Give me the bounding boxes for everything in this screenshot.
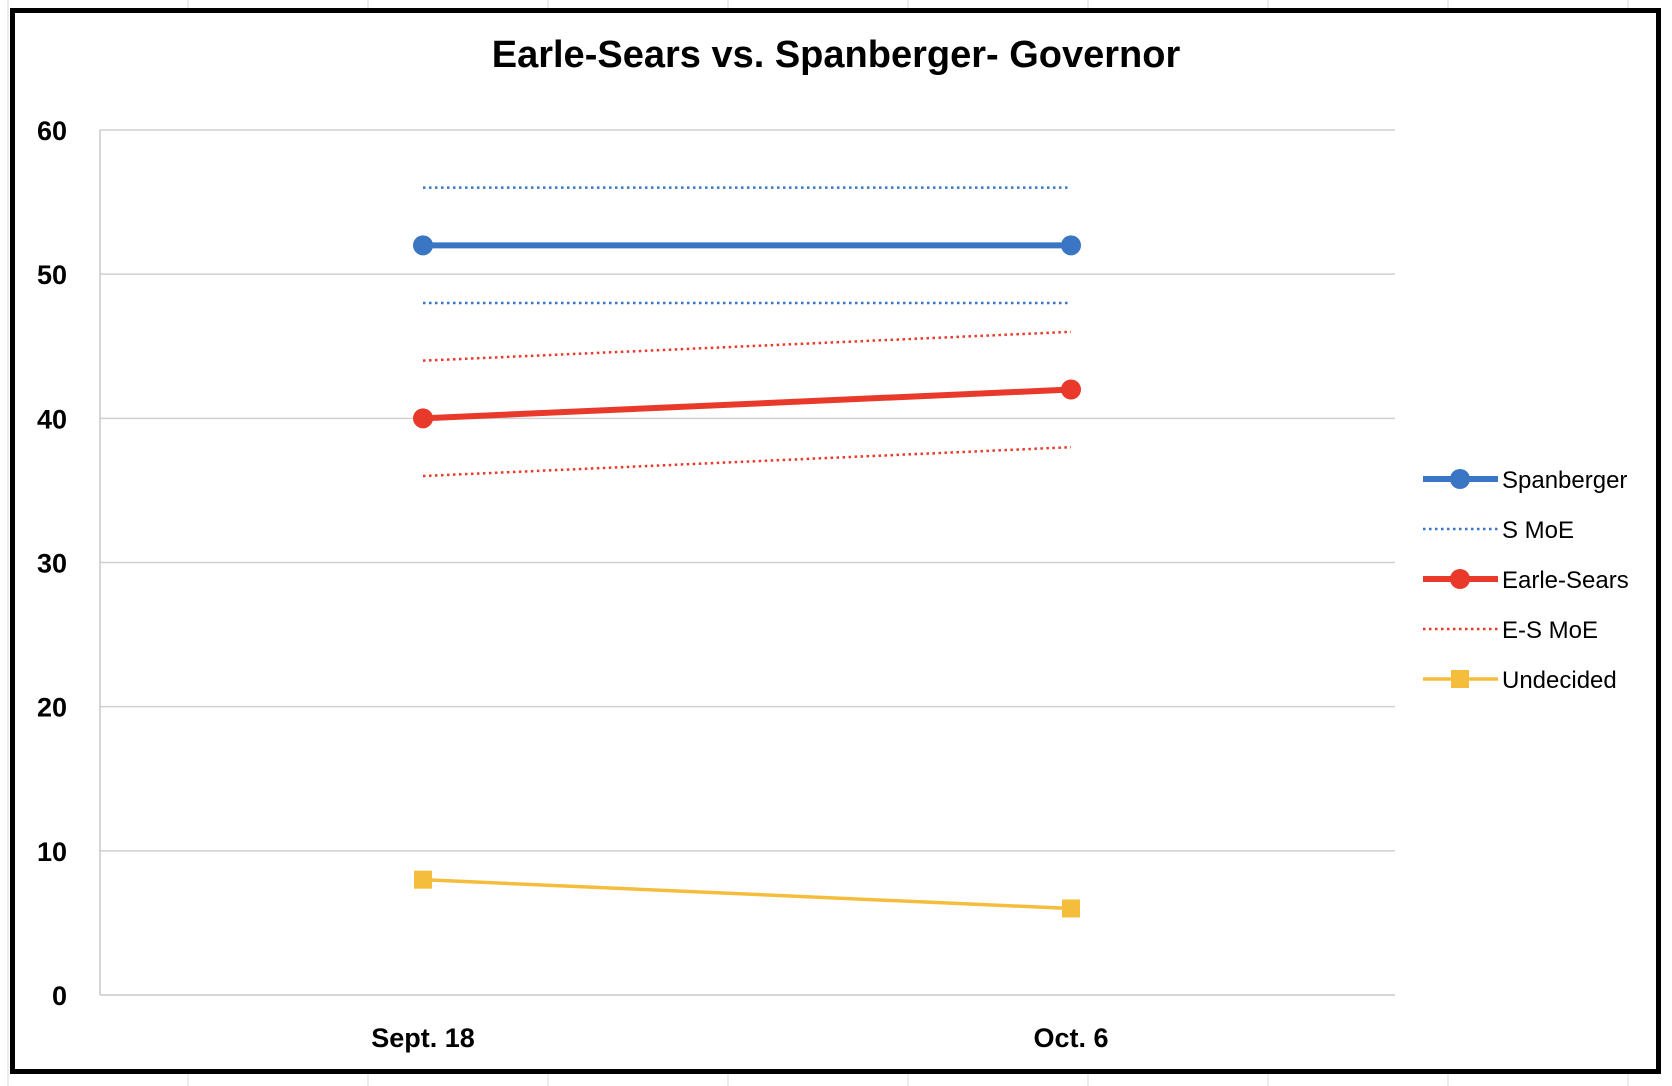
data-point-earle-sears	[413, 408, 433, 429]
legend-label: Earle-Sears	[1502, 567, 1629, 594]
y-tick-label: 40	[37, 404, 67, 434]
y-tick-label: 10	[37, 837, 67, 867]
data-point-spanberger	[1061, 235, 1081, 256]
data-point-undecided	[414, 870, 432, 889]
series-line-earle-sears	[422, 386, 1072, 422]
y-tick-label: 20	[37, 693, 67, 723]
legend-marker	[1450, 569, 1470, 589]
x-tick-label: Sept. 18	[371, 1023, 475, 1053]
chart-title: Earle-Sears vs. Spanberger- Governor	[491, 34, 1181, 76]
y-tick-label: 60	[37, 116, 67, 146]
x-tick-label: Oct. 6	[1033, 1023, 1108, 1053]
gridlines	[100, 129, 1395, 852]
data-point-earle-sears	[1061, 379, 1081, 400]
legend-item-undecided: Undecided	[1423, 667, 1617, 694]
data-point-spanberger	[413, 235, 433, 256]
axes: 0 10 20 30 40 50 60 Sept. 18 Oct. 6	[37, 116, 1395, 1053]
legend-label: Undecided	[1502, 667, 1617, 694]
legend-marker	[1451, 670, 1469, 688]
legend-label: S MoE	[1502, 517, 1574, 544]
data-point-undecided	[1062, 899, 1080, 918]
legend-label: Spanberger	[1502, 467, 1627, 494]
y-tick-label: 0	[52, 981, 67, 1011]
y-tick-label: 50	[37, 260, 67, 290]
legend-item-spanberger: Spanberger	[1423, 467, 1627, 494]
series-line-undecided	[422, 877, 1072, 911]
legend-label: E-S MoE	[1502, 617, 1598, 644]
legend-marker	[1450, 469, 1470, 489]
legend-item-earle-sears: Earle-Sears	[1423, 567, 1629, 594]
legend-item-s-moe: S MoE	[1423, 517, 1574, 544]
y-tick-label: 30	[37, 549, 67, 579]
legend-item-e-s-moe: E-S MoE	[1423, 617, 1598, 644]
series-line-e-s-moe	[422, 445, 1072, 478]
series-layer	[413, 186, 1081, 918]
legend: Spanberger S MoE Earle-Sears E-S MoE Undecid…	[1423, 467, 1629, 694]
series-line-e-s-moe	[422, 330, 1072, 362]
